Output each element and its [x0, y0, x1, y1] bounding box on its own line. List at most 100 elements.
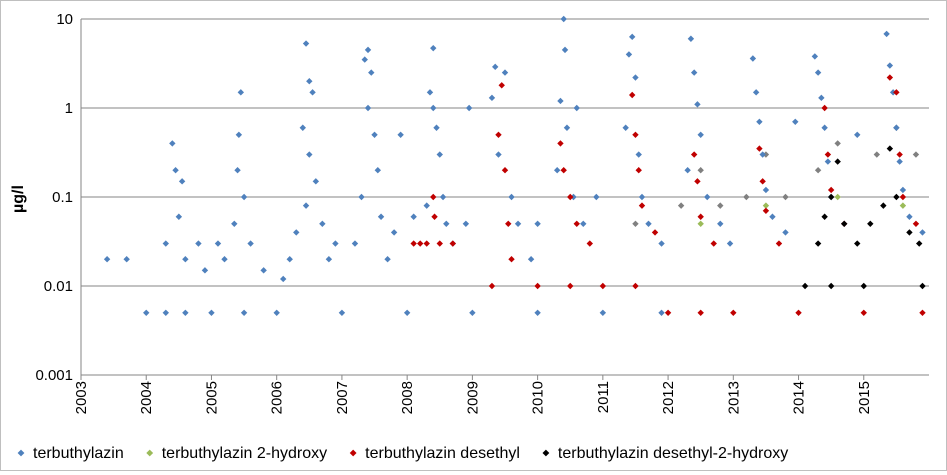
data-point [834, 193, 841, 201]
data-point [889, 89, 897, 96]
x-tick-label: 2004 [138, 381, 155, 414]
data-point [560, 15, 567, 23]
data-point [818, 94, 825, 102]
data-point [697, 309, 704, 316]
x-tick-label: 2003 [73, 381, 90, 414]
data-point [759, 178, 766, 185]
data-point [893, 124, 900, 131]
data-point [169, 140, 176, 147]
data-point [638, 193, 646, 201]
data-point [280, 275, 287, 283]
data-point [690, 69, 698, 76]
data-point [351, 240, 359, 247]
x-tick-label: 2009 [464, 381, 481, 414]
data-point [273, 309, 280, 316]
y-tick-label: 0.001 [35, 367, 73, 384]
data-point [508, 193, 515, 201]
data-point [302, 40, 310, 47]
data-point [309, 89, 316, 96]
data-point [488, 282, 496, 290]
data-point [704, 193, 711, 201]
data-point [880, 202, 887, 209]
legend-marker [17, 449, 25, 457]
data-point [834, 158, 841, 165]
data-point [919, 282, 926, 290]
data-point [632, 74, 639, 81]
data-point [195, 240, 202, 247]
data-point [553, 167, 561, 174]
data-point [651, 229, 659, 236]
data-point [906, 213, 913, 220]
x-tick-label: 2006 [269, 381, 286, 414]
data-point [762, 207, 770, 214]
data-point [182, 309, 189, 316]
data-point [312, 178, 320, 185]
data-point [694, 101, 701, 108]
data-point [182, 256, 189, 263]
data-point [726, 240, 734, 247]
data-point [756, 118, 763, 125]
data-point [508, 256, 515, 263]
legend-label: terbuthylazin 2-hydroxy [162, 445, 327, 462]
data-point [782, 229, 789, 236]
data-point [632, 282, 639, 290]
data-point [570, 193, 577, 201]
x-tick-label: 2014 [791, 381, 808, 414]
data-point [338, 309, 346, 316]
data-point [912, 151, 920, 158]
data-point [762, 186, 770, 194]
data-point [769, 213, 776, 220]
data-point [364, 104, 372, 112]
data-point [697, 167, 704, 174]
data-point [635, 167, 642, 174]
data-point [625, 51, 633, 58]
data-point [593, 193, 600, 201]
data-point [423, 202, 430, 209]
data-point [690, 151, 698, 158]
data-point [364, 46, 372, 54]
data-point [912, 220, 920, 227]
data-point [883, 30, 890, 38]
data-point [374, 167, 381, 174]
data-point [775, 240, 783, 247]
data-point [501, 69, 509, 76]
data-point [811, 53, 819, 60]
data-point [495, 151, 502, 158]
data-point [717, 220, 724, 227]
data-point [658, 240, 665, 247]
data-point [426, 89, 434, 96]
data-point [208, 309, 215, 316]
legend-marker [349, 449, 357, 457]
data-point [178, 178, 186, 185]
legend-marker [542, 449, 550, 457]
data-point [397, 131, 404, 138]
data-point [433, 124, 440, 131]
data-point [247, 240, 254, 247]
data-point [632, 220, 639, 227]
data-point [635, 151, 642, 158]
data-point [886, 62, 894, 69]
data-point [697, 213, 704, 220]
x-tick-label: 2007 [334, 381, 351, 414]
data-point [534, 282, 541, 290]
data-point [919, 309, 926, 316]
data-point [834, 140, 841, 147]
data-point [514, 220, 522, 227]
data-point [586, 240, 593, 247]
data-point [684, 167, 691, 174]
data-point [896, 158, 903, 165]
data-point [319, 220, 326, 227]
data-point [557, 140, 564, 147]
data-point [743, 193, 750, 201]
data-point [563, 124, 571, 131]
data-point [827, 193, 835, 201]
data-point [567, 282, 574, 290]
data-point [916, 240, 923, 247]
data-point [821, 124, 828, 131]
data-point [423, 240, 430, 247]
data-point [505, 220, 512, 227]
data-point [854, 131, 861, 138]
data-point [410, 213, 417, 220]
data-point [687, 35, 695, 42]
x-tick-label: 2015 [856, 381, 873, 414]
